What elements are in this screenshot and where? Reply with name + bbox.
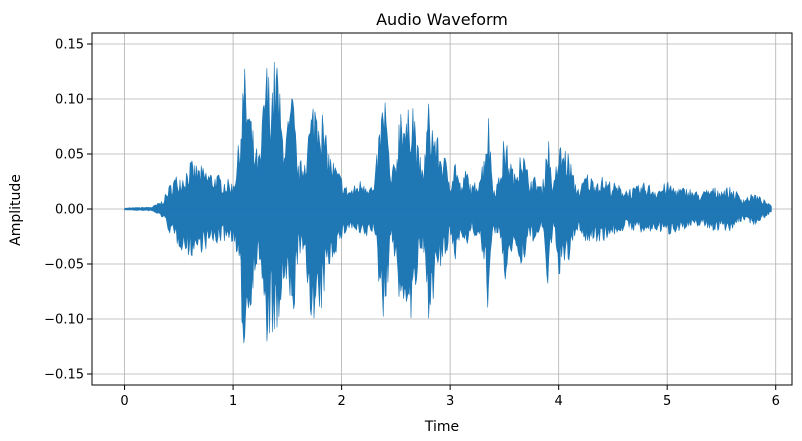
y-tick-label: 0.10 — [55, 93, 84, 108]
waveform-envelope — [124, 61, 772, 344]
y-tick-label: 0.15 — [55, 38, 84, 53]
y-tick-label: −0.05 — [44, 258, 84, 273]
x-tick-label: 1 — [229, 394, 237, 409]
y-tick-label: −0.15 — [44, 368, 84, 383]
x-tick-label: 0 — [120, 394, 128, 409]
x-tick-label: 4 — [555, 394, 563, 409]
y-tick-label: 0.00 — [55, 203, 84, 218]
chart-title: Audio Waveform — [376, 10, 508, 29]
x-tick-label: 2 — [337, 394, 345, 409]
y-tick-label: 0.05 — [55, 148, 84, 163]
y-tick-label: −0.10 — [44, 313, 84, 328]
y-axis-ticks: −0.15 −0.10 −0.05 0.00 0.05 0.10 0.15 — [44, 38, 92, 383]
x-tick-label: 5 — [663, 394, 671, 409]
x-tick-label: 6 — [772, 394, 780, 409]
y-axis-label: Amplitude — [8, 174, 24, 246]
x-axis-label: Time — [424, 419, 459, 435]
x-tick-label: 3 — [446, 394, 454, 409]
x-axis-ticks: 0 1 2 3 4 5 6 — [120, 385, 780, 409]
waveform-series — [124, 61, 772, 344]
